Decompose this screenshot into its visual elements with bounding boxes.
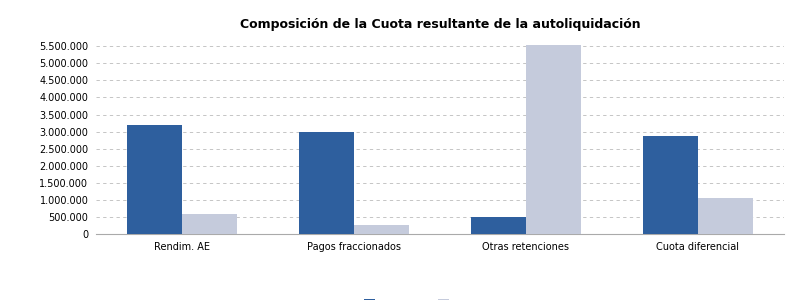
Bar — [299, 132, 354, 234]
Title: Composición de la Cuota resultante de la autoliquidación: Composición de la Cuota resultante de la… — [240, 18, 640, 31]
Legend: Principal, Secundaria: Principal, Secundaria — [359, 295, 521, 300]
Bar — [526, 45, 581, 234]
Bar — [127, 125, 182, 234]
Bar — [354, 226, 409, 234]
Bar — [182, 214, 238, 234]
Bar — [698, 198, 753, 234]
Bar — [642, 136, 698, 234]
Bar — [471, 217, 526, 234]
